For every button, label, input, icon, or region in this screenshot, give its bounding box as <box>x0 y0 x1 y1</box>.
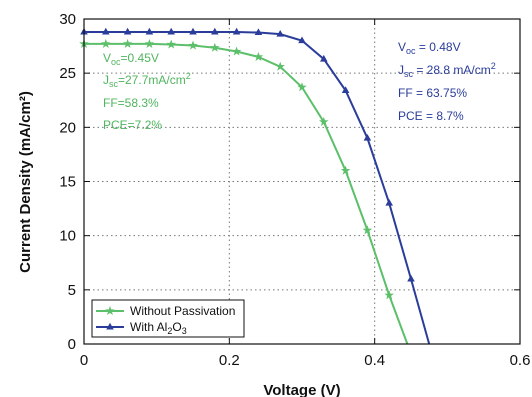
data-point <box>298 36 306 44</box>
data-point <box>122 38 133 48</box>
data-point <box>319 116 329 126</box>
data-point <box>407 274 415 282</box>
jsc-without: Jsc=27.7mA/cm2 <box>103 71 191 89</box>
pce-without: PCE=7.2% <box>103 118 162 132</box>
y-tick-label: 15 <box>59 174 76 191</box>
x-tick-label: 0.6 <box>510 352 531 369</box>
data-point <box>166 39 176 49</box>
grid-lines <box>84 19 520 344</box>
x-tick-label: 0 <box>80 352 88 369</box>
data-point <box>102 27 110 35</box>
data-point <box>275 61 285 71</box>
annotation-with-al2o3: Voc = 0.48V Jsc = 28.8 mA/cm2 FF = 63.75… <box>398 40 496 123</box>
y-tick-label: 0 <box>68 336 76 353</box>
data-point <box>320 54 328 62</box>
legend: Without Passivation With Al2O3 <box>91 299 245 338</box>
y-tick-label: 25 <box>59 65 76 82</box>
axis-ticks: 0 0.2 0.4 0.6 0 5 10 15 20 25 30 <box>59 11 530 369</box>
series-line <box>84 42 409 345</box>
voc-with: Voc = 0.48V <box>398 40 461 56</box>
pce-with: PCE = 8.7% <box>398 109 464 123</box>
data-point <box>384 290 394 300</box>
data-point <box>144 38 155 48</box>
y-axis-title: Current Density (mA/cm²) <box>17 91 34 273</box>
x-axis-title: Voltage (V) <box>263 382 340 397</box>
y-tick-label: 30 <box>59 11 76 28</box>
y-tick-label: 5 <box>68 282 76 299</box>
data-point <box>188 40 198 50</box>
data-point <box>276 29 284 37</box>
data-point <box>189 27 197 35</box>
data-point <box>297 82 307 92</box>
data-point <box>145 27 154 35</box>
series-without-passivation <box>79 38 409 345</box>
x-tick-label: 0.2 <box>219 352 240 369</box>
legend-marker <box>105 306 115 316</box>
jsc-with: Jsc = 28.8 mA/cm2 <box>398 61 496 79</box>
legend-label-without-passivation: Without Passivation <box>130 304 235 318</box>
data-point <box>210 42 220 52</box>
y-tick-label: 10 <box>59 228 76 245</box>
data-point <box>362 225 373 235</box>
data-point <box>254 28 263 36</box>
x-tick-label: 0.4 <box>364 352 385 369</box>
voc-without: Voc=0.45V <box>103 51 159 67</box>
data-point <box>101 38 111 48</box>
data-point <box>211 27 219 35</box>
data-point <box>232 27 241 35</box>
legend-marks <box>96 306 124 330</box>
data-point <box>231 46 242 56</box>
data-point <box>363 133 372 141</box>
data-point <box>341 86 350 94</box>
data-point <box>385 198 393 206</box>
y-tick-label: 20 <box>59 119 76 136</box>
ff-without: FF=58.3% <box>103 96 159 110</box>
data-point <box>253 51 264 61</box>
data-point <box>167 27 175 35</box>
data-point <box>340 165 351 175</box>
legend-label-with-al2o3: With Al2O3 <box>130 320 187 336</box>
legend-marker <box>106 322 114 330</box>
ff-with: FF = 63.75% <box>398 86 467 100</box>
annotation-without-passivation: Voc=0.45V Jsc=27.7mA/cm2 FF=58.3% PCE=7.… <box>103 51 191 132</box>
data-point <box>123 27 132 35</box>
legend-box <box>91 299 245 338</box>
